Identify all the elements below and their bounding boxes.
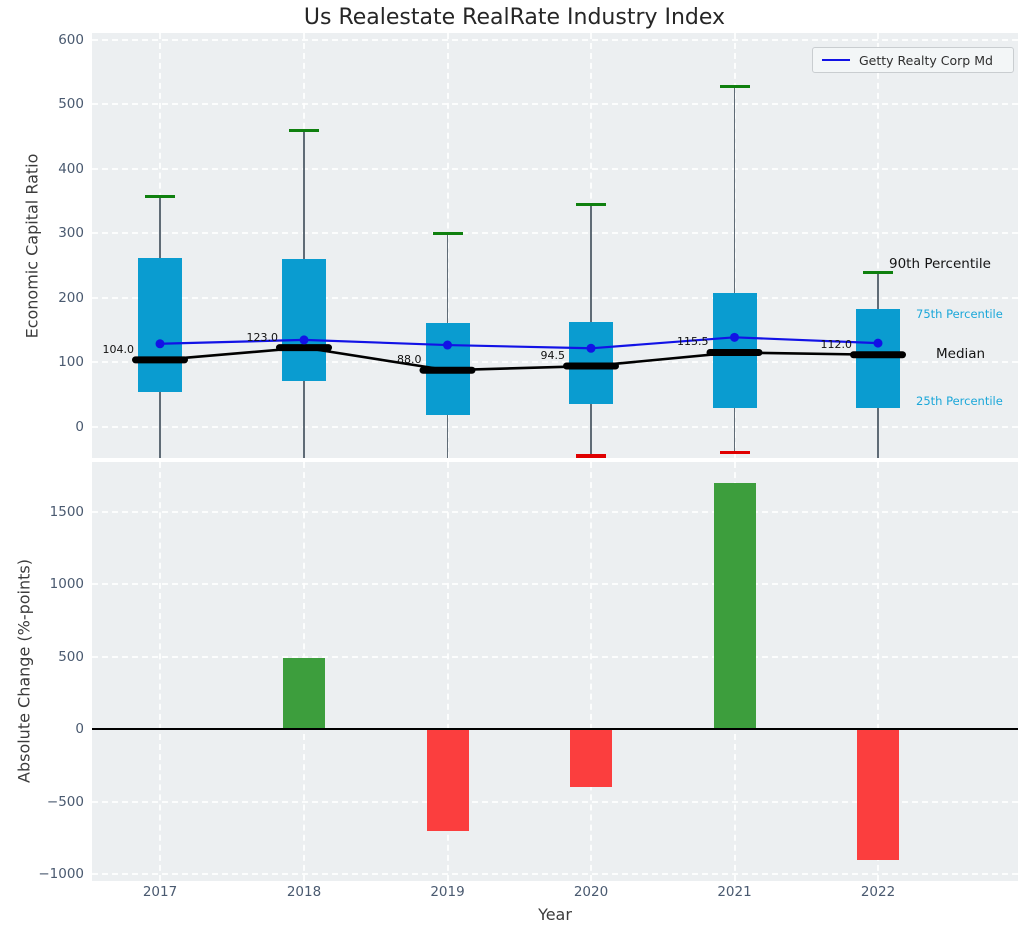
bottom-y-tick-label: 1000 (49, 576, 84, 592)
bottom-y-tick-label: −500 (46, 793, 84, 810)
whisker-cap-90th (719, 84, 750, 88)
iqr-box (282, 259, 326, 382)
top-y-tick-label: 100 (58, 354, 84, 371)
iqr-box (425, 323, 470, 416)
x-axis-label: Year (538, 905, 572, 924)
whisker-cap-90th (289, 128, 319, 132)
bottom-y-tick-label: −1000 (38, 866, 84, 882)
whisker-cap-10th (576, 454, 606, 458)
gridline-h (92, 296, 1018, 299)
gridline-v (446, 462, 449, 881)
gridline-v (877, 33, 879, 458)
top-y-axis-label: Economic Capital Ratio (22, 153, 42, 339)
legend: Getty Realty Corp Md (812, 47, 1014, 73)
top-y-tick-label: 200 (58, 289, 84, 306)
gridline-h (92, 167, 1018, 170)
gridline-h (92, 232, 1018, 235)
annotation-25th-percentile: 25th Percentile (916, 394, 1003, 408)
bottom-y-tick-label: 0 (75, 721, 84, 737)
x-tick-label: 2022 (860, 884, 896, 900)
top-y-tick-label: 500 (58, 96, 84, 113)
gridline-h (92, 655, 1018, 658)
bar-plot-area (92, 462, 1018, 881)
bottom-y-tick-label: 1500 (49, 503, 84, 520)
gridline-v (159, 462, 161, 881)
bar-positive (283, 657, 325, 729)
gridline-h (92, 103, 1018, 106)
gridline-h (92, 873, 1018, 875)
median-value-label: 123.0 (246, 330, 279, 344)
x-tick-label: 2020 (573, 884, 609, 900)
median-value-label: 104.0 (102, 342, 135, 356)
top-y-tick-label: 0 (75, 419, 84, 435)
chart-title: Us Realestate RealRate Industry Index (303, 5, 726, 30)
annotation-median: Median (936, 346, 986, 362)
iqr-box (712, 292, 757, 408)
bottom-y-axis-label: Absolute Change (%-points) (14, 559, 34, 783)
top-y-tick-label: 300 (58, 225, 84, 242)
median-value-label: 94.5 (540, 349, 566, 363)
annotation-90th-percentile: 90th Percentile (889, 256, 991, 272)
iqr-box (856, 308, 900, 409)
bottom-y-tick-label: 500 (58, 648, 84, 665)
x-tick-label: 2017 (142, 884, 178, 900)
median-value-label: 115.5 (677, 335, 709, 349)
gridline-h (92, 510, 1018, 513)
zero-line (92, 728, 1018, 730)
whisker-cap-90th (432, 231, 463, 236)
x-tick-label: 2021 (717, 884, 752, 900)
iqr-box (569, 321, 613, 404)
top-y-tick-label: 600 (58, 31, 84, 48)
gridline-v (590, 462, 592, 881)
median-value-label: 112.0 (820, 337, 853, 351)
gridline-h (92, 800, 1018, 803)
legend-label: Getty Realty Corp Md (859, 52, 993, 68)
legend-line-sample (822, 59, 850, 61)
gridline-h (92, 38, 1018, 41)
whisker-cap-90th (576, 202, 606, 206)
gridline-h (92, 583, 1018, 585)
whisker-cap-90th (145, 195, 175, 199)
median-value-label: 88.0 (397, 353, 422, 367)
bar-negative (857, 729, 899, 860)
bar-negative (570, 729, 612, 787)
whisker-cap-90th (863, 270, 893, 274)
boxplot-plot-area: 104.0 123.0 88.0 94.5 115.5 112.0 (92, 33, 1018, 458)
whisker-cap-10th (719, 451, 750, 455)
iqr-box (138, 257, 182, 393)
median-connector-line (159, 346, 879, 372)
top-y-tick-label: 400 (58, 160, 84, 177)
whisker-line (733, 86, 736, 453)
bar-negative (426, 729, 469, 831)
gridline-h (92, 426, 1018, 428)
annotation-75th-percentile: 75th Percentile (916, 307, 1003, 321)
bar-positive (713, 482, 756, 729)
gridline-v (877, 462, 879, 881)
x-tick-label: 2018 (286, 884, 322, 900)
x-tick-label: 2019 (430, 884, 465, 900)
